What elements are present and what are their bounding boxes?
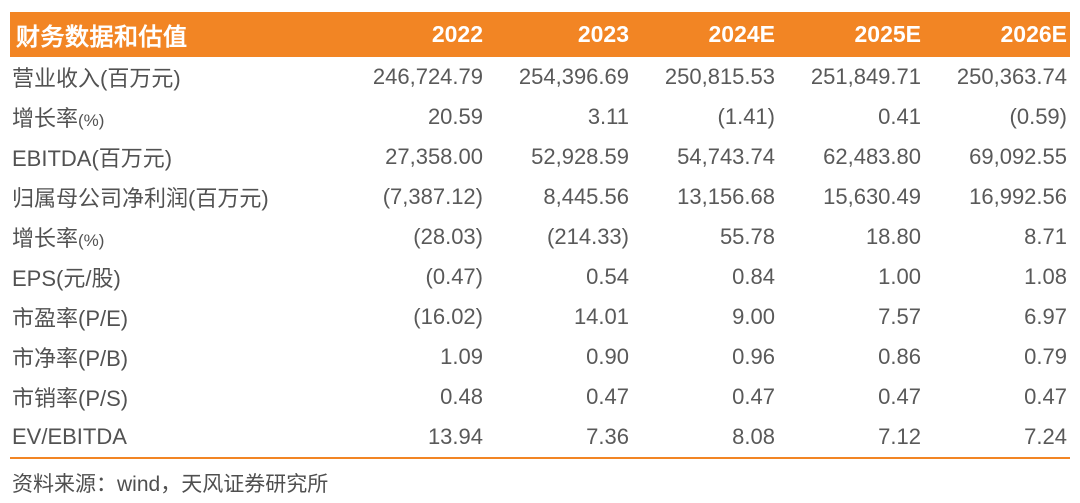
table-bottom-rule xyxy=(10,457,1070,459)
column-header-2022: 2022 xyxy=(431,21,483,47)
row-label-text: EBITDA(百万元) xyxy=(12,146,173,171)
table-row-profit-growth: 增长率(%) (28.03) (214.33) 55.78 18.80 8.71 xyxy=(10,217,1070,257)
cell-value: 14.01 xyxy=(573,304,629,329)
cell-value: 1.08 xyxy=(1024,264,1067,289)
column-header-2024e: 2024E xyxy=(708,21,775,47)
row-label-text: 市销率(P/S) xyxy=(12,386,129,411)
table-row-ebitda: EBITDA(百万元) 27,358.00 52,928.59 54,743.7… xyxy=(10,137,1070,177)
table-title: 财务数据和估值 xyxy=(16,24,188,51)
row-label: 归属母公司净利润(百万元) xyxy=(10,181,340,213)
cell-value: 0.47 xyxy=(586,384,629,409)
table-row-pe: 市盈率(P/E) (16.02) 14.01 9.00 7.57 6.97 xyxy=(10,297,1070,337)
cell-value: 15,630.49 xyxy=(823,184,921,209)
source-note: 资料来源：wind，天风证券研究所 xyxy=(12,473,329,496)
cell-value: 0.84 xyxy=(732,264,775,289)
cell-value: 250,815.53 xyxy=(664,64,775,89)
table-row-eps: EPS(元/股) (0.47) 0.54 0.84 1.00 1.08 xyxy=(10,257,1070,297)
cell-value: 7.12 xyxy=(878,424,921,449)
cell-value: 251,849.71 xyxy=(810,64,921,89)
cell-value: 7.57 xyxy=(878,304,921,329)
cell-value: 250,363.74 xyxy=(956,64,1067,89)
cell-value: 0.96 xyxy=(732,344,775,369)
cell-value: (1.41) xyxy=(717,104,775,129)
cell-value: 13,156.68 xyxy=(677,184,775,209)
cell-value: (214.33) xyxy=(547,224,629,249)
cell-value: 55.78 xyxy=(719,224,775,249)
row-label-text: 归属母公司净利润(百万元) xyxy=(12,186,269,211)
row-label: EBITDA(百万元) xyxy=(10,141,340,173)
row-label-suffix: (%) xyxy=(78,231,105,250)
table-row-revenue-growth: 增长率(%) 20.59 3.11 (1.41) 0.41 (0.59) xyxy=(10,97,1070,137)
row-label: 市销率(P/S) xyxy=(10,381,340,413)
cell-value: (7,387.12) xyxy=(382,184,483,209)
row-label: 增长率(%) xyxy=(10,221,340,253)
cell-value: 0.47 xyxy=(878,384,921,409)
cell-value: 8.08 xyxy=(732,424,775,449)
row-label: EPS(元/股) xyxy=(10,261,340,293)
cell-value: 246,724.79 xyxy=(372,64,483,89)
cell-value: 0.47 xyxy=(1024,384,1067,409)
cell-value: 0.54 xyxy=(586,264,629,289)
financial-data-table: 财务数据和估值 2022 2023 2024E 2025E 2026E 营业收入… xyxy=(10,12,1070,498)
column-header-2023: 2023 xyxy=(577,21,629,47)
table-row-ps: 市销率(P/S) 0.48 0.47 0.47 0.47 0.47 xyxy=(10,377,1070,417)
column-header-2025e: 2025E xyxy=(854,21,921,47)
cell-value: 20.59 xyxy=(427,104,483,129)
cell-value: 18.80 xyxy=(865,224,921,249)
cell-value: 254,396.69 xyxy=(518,64,629,89)
cell-value: 8.71 xyxy=(1024,224,1067,249)
cell-value: 52,928.59 xyxy=(531,144,629,169)
cell-value: 0.48 xyxy=(440,384,483,409)
row-label: EV/EBITDA xyxy=(10,424,340,450)
cell-value: 54,743.74 xyxy=(677,144,775,169)
cell-value: (0.59) xyxy=(1009,104,1067,129)
row-label: 营业收入(百万元) xyxy=(10,61,340,93)
cell-value: 62,483.80 xyxy=(823,144,921,169)
cell-value: 16,992.56 xyxy=(969,184,1067,209)
cell-value: 6.97 xyxy=(1024,304,1067,329)
row-label-text: EPS(元/股) xyxy=(12,266,121,291)
cell-value: 27,358.00 xyxy=(385,144,483,169)
row-label: 增长率(%) xyxy=(10,101,340,133)
row-label-text: 增长率 xyxy=(12,226,79,251)
row-label-text: 市盈率(P/E) xyxy=(12,306,129,331)
cell-value: 8,445.56 xyxy=(543,184,629,209)
cell-value: 69,092.55 xyxy=(969,144,1067,169)
row-label-text: 市净率(P/B) xyxy=(12,346,129,371)
table-header-row: 财务数据和估值 2022 2023 2024E 2025E 2026E xyxy=(10,12,1070,57)
cell-value: (28.03) xyxy=(413,224,483,249)
row-label: 市盈率(P/E) xyxy=(10,301,340,333)
cell-value: 1.09 xyxy=(440,344,483,369)
cell-value: (0.47) xyxy=(425,264,483,289)
row-label: 市净率(P/B) xyxy=(10,341,340,373)
column-header-2026e: 2026E xyxy=(1000,21,1067,47)
row-label-suffix: (%) xyxy=(78,111,105,130)
table-row-pb: 市净率(P/B) 1.09 0.90 0.96 0.86 0.79 xyxy=(10,337,1070,377)
table-row-revenue: 营业收入(百万元) 246,724.79 254,396.69 250,815.… xyxy=(10,57,1070,97)
table-row-net-profit: 归属母公司净利润(百万元) (7,387.12) 8,445.56 13,156… xyxy=(10,177,1070,217)
row-label-text: EV/EBITDA xyxy=(12,424,127,449)
row-label-text: 增长率 xyxy=(12,106,79,131)
cell-value: 0.79 xyxy=(1024,344,1067,369)
cell-value: 0.47 xyxy=(732,384,775,409)
cell-value: 1.00 xyxy=(878,264,921,289)
cell-value: 9.00 xyxy=(732,304,775,329)
cell-value: 3.11 xyxy=(587,104,629,129)
row-label-text: 营业收入(百万元) xyxy=(12,66,181,91)
cell-value: 13.94 xyxy=(427,424,483,449)
cell-value: 7.36 xyxy=(586,424,629,449)
cell-value: 0.86 xyxy=(878,344,921,369)
cell-value: 7.24 xyxy=(1024,424,1067,449)
cell-value: 0.41 xyxy=(878,104,921,129)
cell-value: 0.90 xyxy=(586,344,629,369)
table-row-ev-ebitda: EV/EBITDA 13.94 7.36 8.08 7.12 7.24 xyxy=(10,417,1070,457)
cell-value: (16.02) xyxy=(413,304,483,329)
